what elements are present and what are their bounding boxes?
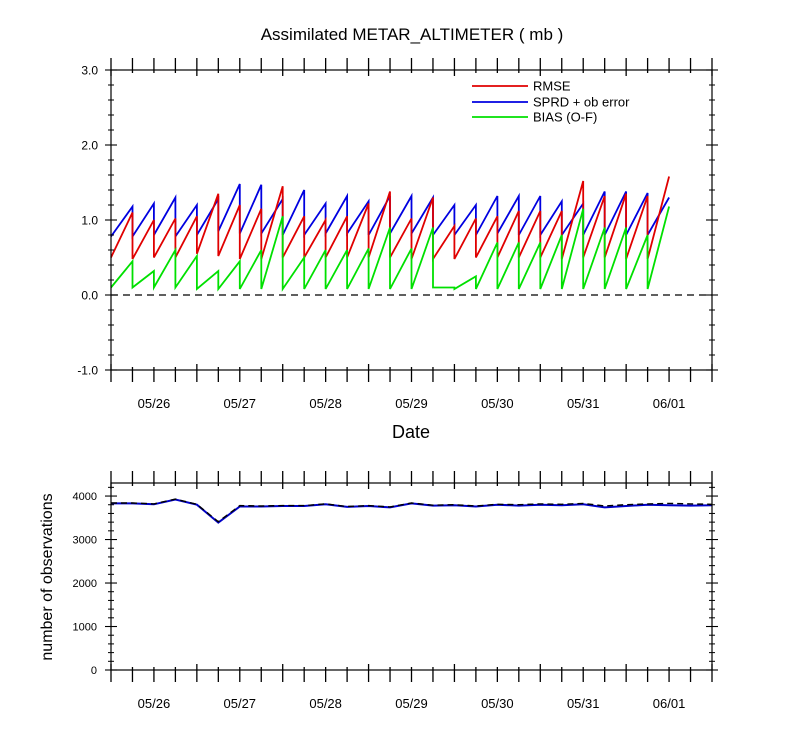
top-x-tick-label: 05/27 [224, 396, 257, 411]
legend-rmse-label: RMSE [533, 79, 571, 94]
bottom-x-tick-label: 05/27 [224, 696, 257, 711]
bottom-y-tick-label: 2000 [73, 578, 97, 590]
bottom-x-tick-label: 06/01 [653, 696, 686, 711]
top-x-tick-label: 05/28 [309, 396, 342, 411]
top-y-tick-label: 2.0 [81, 139, 98, 153]
legend-sprd-label: SPRD + ob error [533, 95, 630, 110]
bottom-plot-frame [110, 482, 713, 671]
bottom-possible-line [111, 498, 713, 523]
top-legend: RMSE SPRD + ob error BIAS (O-F) [472, 79, 630, 125]
top-y-tick-label: -1.0 [77, 364, 98, 378]
bottom-x-tick-label: 05/30 [481, 696, 514, 711]
bottom-x-tick-label: 05/28 [309, 696, 342, 711]
bottom-series-group [111, 498, 713, 524]
top-plot-frame [110, 69, 713, 371]
bottom-y-tick-label: 3000 [73, 535, 97, 547]
bottom-x-tick-label: 05/29 [395, 696, 428, 711]
bottom-y-tick-label: 0 [91, 665, 97, 677]
top-y-tick-label: 0.0 [81, 289, 98, 303]
top-axes-group: -1.0 0.0 1.0 2.0 3.0 05/26 05/27 05/28 05/29 05/3… [77, 58, 718, 411]
bottom-y-tick-label: 4000 [73, 491, 97, 503]
top-x-axis-label: Date [392, 422, 430, 442]
top-y-tick-label: 3.0 [81, 64, 98, 78]
bottom-y-axis-label: number of observations [39, 493, 56, 660]
top-y-tick-label: 1.0 [81, 214, 98, 228]
top-x-tick-label: 05/29 [395, 396, 428, 411]
top-series-group [110, 176, 670, 292]
top-chart-title: Assimilated METAR_ALTIMETER ( mb ) [261, 25, 564, 44]
top-x-tick-label: 05/30 [481, 396, 514, 411]
bottom-x-tick-label: 05/31 [567, 696, 600, 711]
legend-bias-label: BIAS (O-F) [533, 110, 597, 125]
top-bias-line [110, 206, 670, 292]
bottom-x-tick-label: 05/26 [138, 696, 171, 711]
top-rmse-line [110, 176, 670, 263]
bottom-y-tick-label: 1000 [73, 622, 97, 634]
top-x-tick-label: 06/01 [653, 396, 686, 411]
top-x-tick-label: 05/31 [567, 396, 600, 411]
top-x-tick-label: 05/26 [138, 396, 171, 411]
